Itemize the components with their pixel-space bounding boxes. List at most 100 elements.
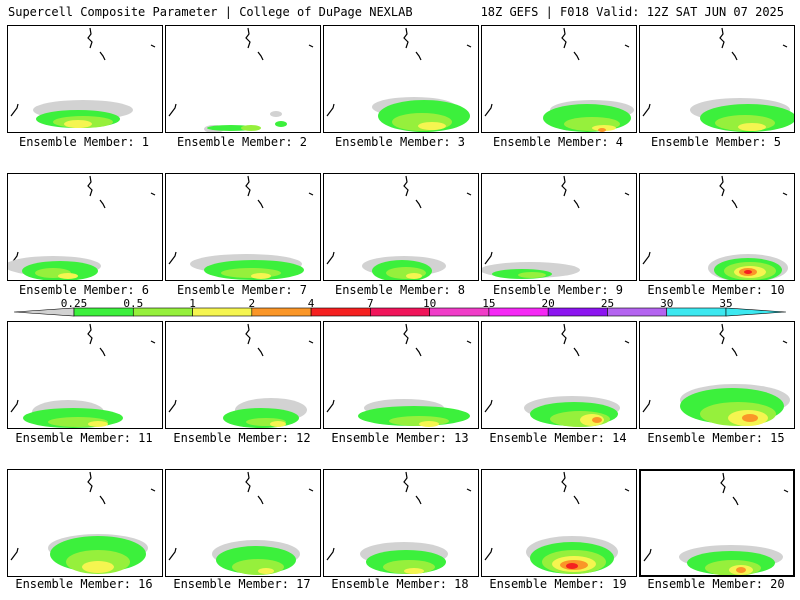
scp-contour-4 (406, 273, 422, 279)
ensemble-member-label-10: Ensemble Member: 10 (647, 283, 785, 297)
ensemble-map-panel-8[interactable] (323, 173, 479, 281)
ensemble-map-panel-5[interactable] (639, 25, 795, 133)
coastline-2 (415, 199, 422, 209)
colorbar-tick-label: 25 (600, 297, 615, 310)
scp-contour-4 (418, 122, 446, 130)
coastline-1 (87, 323, 93, 345)
coastline-2 (257, 347, 264, 357)
coastline-1 (245, 175, 251, 197)
color-scale-bar (13, 307, 787, 317)
ensemble-member-label-1: Ensemble Member: 1 (18, 135, 150, 149)
scp-contour-3 (275, 121, 287, 127)
scp-contour-6 (744, 270, 752, 274)
map-field-8 (326, 175, 472, 280)
colorbar-segment-6 (370, 307, 430, 317)
coastline-2 (415, 495, 422, 505)
map-field-14 (484, 323, 630, 427)
coastline-2 (573, 347, 580, 357)
scp-contour-3 (232, 559, 284, 575)
ensemble-map-panel-13[interactable] (323, 321, 479, 429)
ensemble-map-panel-20[interactable] (639, 469, 795, 577)
ensemble-member-label-19: Ensemble Member: 19 (489, 577, 627, 591)
coastline-1 (403, 471, 409, 493)
coastline-1 (245, 323, 251, 345)
scp-contour-3 (518, 272, 546, 278)
coastline-1 (403, 323, 409, 345)
colorbar-tick-label: 7 (367, 297, 374, 310)
map-field-2 (168, 27, 314, 132)
ensemble-map-panel-6[interactable] (7, 173, 163, 281)
colorbar-segment-7 (429, 307, 490, 317)
ensemble-member-label-13: Ensemble Member: 13 (331, 431, 469, 445)
colorbar-segment-10 (607, 307, 668, 317)
ensemble-member-label-15: Ensemble Member: 15 (647, 431, 785, 445)
colorbar-right-arrow (725, 307, 787, 317)
ensemble-map-panel-2[interactable] (165, 25, 321, 133)
ensemble-member-label-11: Ensemble Member: 11 (15, 431, 153, 445)
colorbar-tick-label: 35 (719, 297, 733, 310)
ensemble-map-panel-3[interactable] (323, 25, 479, 133)
ensemble-member-label-7: Ensemble Member: 7 (176, 283, 308, 297)
coastline-3 (643, 548, 652, 562)
colorbar-tick-label: 10 (423, 297, 437, 310)
coastline-3 (484, 103, 493, 117)
map-field-18 (326, 471, 472, 574)
coastline-2 (257, 199, 264, 209)
scp-contour-4 (88, 421, 108, 427)
ensemble-map-panel-12[interactable] (165, 321, 321, 429)
map-field-12 (168, 323, 314, 428)
colorbar-tick-label: 20 (541, 297, 555, 310)
colorbar-tick-label: 15 (482, 297, 496, 310)
coastline-2 (257, 51, 264, 61)
map-field-10 (642, 175, 788, 280)
scp-contour-5 (64, 120, 92, 128)
ensemble-map-panel-10[interactable] (639, 173, 795, 281)
coastline-4 (150, 488, 156, 492)
coastline-3 (10, 399, 19, 413)
scp-contour-4 (58, 273, 78, 279)
ensemble-map-panel-17[interactable] (165, 469, 321, 577)
coastline-4 (308, 192, 314, 196)
scp-contour-4 (404, 568, 424, 574)
scp-contour-5 (736, 567, 746, 573)
map-field-1 (10, 27, 156, 128)
coastline-4 (624, 340, 630, 344)
coastline-4 (150, 340, 156, 344)
coastline-2 (99, 347, 106, 357)
colorbar-segment-5 (310, 307, 371, 317)
ensemble-map-panel-9[interactable] (481, 173, 637, 281)
scp-contour-2 (270, 111, 282, 117)
coastline-4 (308, 488, 314, 492)
map-field-7 (168, 175, 314, 280)
coastline-4 (308, 44, 314, 48)
colorbar-tick-label: 4 (307, 297, 315, 310)
ensemble-map-panel-1[interactable] (7, 25, 163, 133)
coastline-1 (719, 27, 725, 49)
ensemble-map-panel-19[interactable] (481, 469, 637, 577)
coastline-2 (731, 347, 738, 357)
coastline-2 (415, 347, 422, 357)
ensemble-member-label-12: Ensemble Member: 12 (173, 431, 311, 445)
coastline-2 (731, 51, 738, 61)
coastline-3 (326, 547, 335, 561)
ensemble-map-panel-18[interactable] (323, 469, 479, 577)
ensemble-map-panel-14[interactable] (481, 321, 637, 429)
map-field-5 (642, 27, 794, 132)
coastline-1 (719, 323, 725, 345)
ensemble-map-panel-11[interactable] (7, 321, 163, 429)
scp-contour-4 (251, 273, 271, 279)
scp-contour-5 (592, 417, 602, 423)
colorbar-segment-4 (251, 307, 312, 317)
ensemble-map-panel-7[interactable] (165, 173, 321, 281)
scp-contour-4 (258, 568, 274, 574)
ensemble-map-panel-15[interactable] (639, 321, 795, 429)
coastline-4 (150, 44, 156, 48)
ensemble-member-label-16: Ensemble Member: 16 (15, 577, 153, 591)
ensemble-map-panel-4[interactable] (481, 25, 637, 133)
map-field-11 (10, 323, 156, 428)
coastline-3 (326, 251, 335, 265)
ensemble-member-label-5: Ensemble Member: 5 (650, 135, 782, 149)
ensemble-map-panel-16[interactable] (7, 469, 163, 577)
ensemble-member-label-14: Ensemble Member: 14 (489, 431, 627, 445)
coastline-4 (782, 44, 788, 48)
